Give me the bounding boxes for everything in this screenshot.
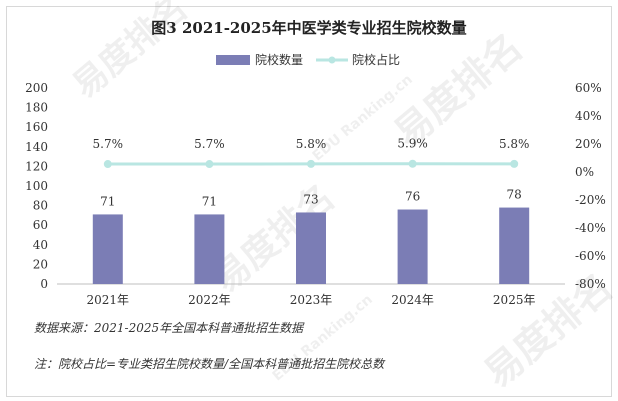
chart-frame	[6, 6, 612, 397]
bar-data-label: 73	[303, 192, 318, 206]
chart-title: 图3 2021-2025年中医学类专业招生院校数量	[151, 19, 466, 37]
bar	[296, 212, 326, 284]
line-point	[408, 159, 417, 168]
y-right-tick-label: -40%	[575, 221, 606, 235]
x-tick-label: 2024年	[391, 293, 434, 307]
y-left-tick-label: 80	[33, 199, 48, 213]
line-point	[307, 159, 315, 168]
line-data-label: 5.7%	[93, 137, 124, 151]
line-point	[205, 160, 214, 169]
y-right-tick-label: 40%	[575, 109, 602, 123]
bar	[92, 214, 123, 284]
x-tick-label: 2023年	[290, 293, 333, 307]
bar	[397, 209, 428, 284]
y-right-tick-label: 0%	[575, 165, 594, 179]
y-right-tick-label: -20%	[575, 193, 606, 207]
line-data-label: 5.8%	[499, 137, 530, 151]
legend-label-line: 院校占比	[352, 52, 400, 67]
line-data-label: 5.9%	[397, 137, 428, 151]
bar-data-label: 76	[405, 190, 420, 204]
bar-data-label: 71	[202, 194, 217, 208]
legend-label-bar: 院校数量	[255, 52, 303, 67]
legend-marker-line	[328, 56, 336, 64]
x-tick-label: 2025年	[493, 293, 536, 307]
y-left-tick-label: 120	[25, 159, 48, 173]
bar-data-label: 71	[100, 194, 115, 208]
line-data-label: 5.7%	[194, 137, 225, 151]
y-left-tick-label: 180	[25, 101, 48, 115]
x-tick-label: 2022年	[188, 293, 231, 307]
y-left-tick-label: 0	[40, 277, 48, 291]
y-left-tick-label: 20	[33, 257, 48, 271]
line-point	[103, 160, 112, 169]
source-note: 数据来源：2021-2025年全国本科普通批招生数据	[34, 321, 304, 335]
y-left-tick-label: 140	[25, 140, 48, 154]
y-right-tick-label: -80%	[575, 277, 606, 291]
y-left-tick-label: 60	[33, 218, 48, 232]
bar	[194, 214, 225, 284]
y-left-tick-label: 100	[25, 179, 48, 193]
bar	[499, 207, 530, 284]
y-left-tick-label: 40	[33, 238, 48, 252]
formula-note: 注：院校占比=专业类招生院校数量/全国本科普通批招生院校总数	[34, 357, 385, 371]
y-right-tick-label: 20%	[575, 137, 602, 151]
x-tick-label: 2021年	[87, 293, 130, 307]
y-left-tick-label: 200	[25, 81, 48, 95]
line-data-label: 5.8%	[296, 137, 327, 151]
y-right-tick-label: 60%	[575, 81, 602, 95]
bar-data-label: 78	[507, 188, 522, 202]
y-right-tick-label: -60%	[575, 249, 606, 263]
legend-swatch-bar	[216, 55, 250, 65]
line-point	[510, 159, 519, 168]
y-left-tick-label: 160	[25, 120, 48, 134]
